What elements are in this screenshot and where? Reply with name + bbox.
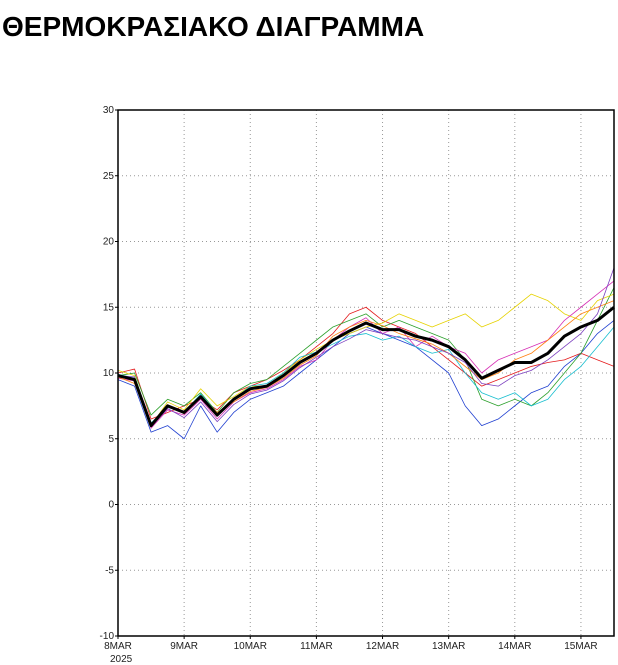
ensemble-line [117,306,615,428]
x-tick-label: 11MAR [300,641,333,652]
ensemble-line [117,293,615,427]
y-tick-label: -10 [100,631,115,642]
x-tick-label: 10MAR [234,641,267,652]
y-tick-label: 10 [103,368,115,379]
y-tick-label: 20 [103,237,115,248]
ensemble-line [117,320,615,440]
year-label: 2025 [110,654,133,665]
x-tick-label: 8MAR [104,641,132,652]
x-tick-label: 9MAR [170,641,198,652]
y-tick-label: 0 [108,500,114,511]
x-tick-label: 12MAR [366,641,399,652]
ensemble-line [117,287,615,416]
y-tick-label: 25 [103,171,115,182]
x-tick-label: 15MAR [564,641,597,652]
plot-frame [117,109,615,637]
x-tick-label: 14MAR [498,641,531,652]
ensemble-line [117,326,615,424]
y-tick-label: 5 [108,434,114,445]
chart-title: ΘΕΡΜΟΚΡΑΣΙΑΚΟ ΔΙΑΓΡΑΜΜΑ [2,11,424,42]
y-tick-label: 15 [103,302,115,313]
y-tick-label: 30 [103,105,115,116]
ensemble-line [117,280,615,429]
ensemble-line [117,267,615,428]
y-tick-label: -5 [105,565,114,576]
x-tick-label: 13MAR [432,641,465,652]
